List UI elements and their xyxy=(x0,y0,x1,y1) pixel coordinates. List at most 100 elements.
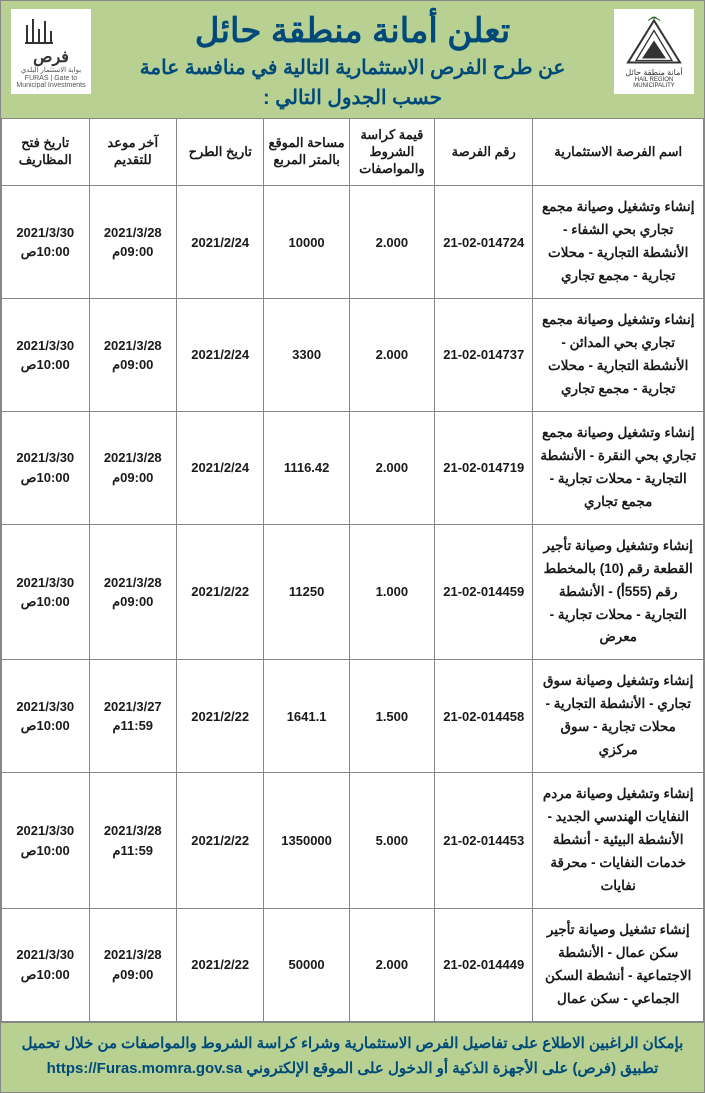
cell-price: 2.000 xyxy=(349,299,434,412)
cell-ddate-time: 11:59م xyxy=(94,841,172,861)
cell-ddate: 2021/3/2711:59م xyxy=(89,660,176,773)
cell-number: 21-02-014458 xyxy=(435,660,533,773)
cell-ddate-time: 09:00م xyxy=(94,592,172,612)
table-row: إنشاء تشغيل وصيانة تأجير سكن عمال - الأن… xyxy=(2,908,704,1021)
cell-pdate: 2021/2/24 xyxy=(176,186,263,299)
cell-area: 10000 xyxy=(264,186,349,299)
headline: تعلن أمانة منطقة حائل عن طرح الفرص الاست… xyxy=(101,9,604,112)
cell-area: 1641.1 xyxy=(264,660,349,773)
furas-logo-brand: فرص xyxy=(33,47,69,67)
cell-pdate: 2021/2/22 xyxy=(176,908,263,1021)
cell-ddate-time: 09:00م xyxy=(94,468,172,488)
table-row: إنشاء وتشغيل وصيانة تأجير القطعة رقم (10… xyxy=(2,524,704,660)
cell-odate: 2021/3/3010:00ص xyxy=(2,660,90,773)
cell-pdate: 2021/2/24 xyxy=(176,299,263,412)
cell-number: 21-02-014724 xyxy=(435,186,533,299)
headline-sub1: عن طرح الفرص الاستثمارية التالية في مناف… xyxy=(101,54,604,82)
cell-number: 21-02-014737 xyxy=(435,299,533,412)
cell-pdate: 2021/2/24 xyxy=(176,411,263,524)
hail-municipality-logo: أمانة منطقة حائل HAIL REGION MUNICIPALIT… xyxy=(614,9,694,94)
cell-area: 1350000 xyxy=(264,773,349,909)
cell-odate: 2021/3/3010:00ص xyxy=(2,411,90,524)
col-header-name: اسم الفرصة الاستثمارية xyxy=(533,118,704,186)
cell-ddate-date: 2021/3/28 xyxy=(94,821,172,841)
cell-area: 1116.42 xyxy=(264,411,349,524)
cell-odate: 2021/3/3010:00ص xyxy=(2,908,90,1021)
cell-number: 21-02-014459 xyxy=(435,524,533,660)
cell-ddate-date: 2021/3/28 xyxy=(94,945,172,965)
cell-odate: 2021/3/3010:00ص xyxy=(2,773,90,909)
col-header-odate: تاريخ فتح المظاريف xyxy=(2,118,90,186)
cell-pdate: 2021/2/22 xyxy=(176,660,263,773)
cell-ddate: 2021/3/2809:00م xyxy=(89,524,176,660)
cell-ddate-time: 11:59م xyxy=(94,716,172,736)
cell-odate: 2021/3/3010:00ص xyxy=(2,524,90,660)
cell-ddate-date: 2021/3/28 xyxy=(94,573,172,593)
cell-ddate: 2021/3/2811:59م xyxy=(89,773,176,909)
cell-odate-time: 10:00ص xyxy=(6,965,85,985)
headline-sub2: حسب الجدول التالي : xyxy=(101,84,604,112)
footer-line2: تطبيق (فرص) على الأجهزة الذكية أو الدخول… xyxy=(13,1056,692,1082)
cell-name: إنشاء وتشغيل وصيانة مردم النفايات الهندس… xyxy=(533,773,704,909)
cell-odate-date: 2021/3/30 xyxy=(6,697,85,717)
cell-price: 1.500 xyxy=(349,660,434,773)
opportunities-table: اسم الفرصة الاستثمارية رقم الفرصة قيمة ك… xyxy=(1,118,704,1022)
cell-price: 2.000 xyxy=(349,186,434,299)
col-header-ddate: آخر موعد للتقديم xyxy=(89,118,176,186)
cell-ddate: 2021/3/2809:00م xyxy=(89,908,176,1021)
col-header-number: رقم الفرصة xyxy=(435,118,533,186)
cell-pdate: 2021/2/22 xyxy=(176,524,263,660)
cell-odate-time: 10:00ص xyxy=(6,592,85,612)
cell-ddate-time: 09:00م xyxy=(94,965,172,985)
furas-logo-icon xyxy=(23,13,79,47)
furas-logo: فرص بوابة الاستثمار البلدي FURAS | Gate … xyxy=(11,9,91,94)
cell-ddate-time: 09:00م xyxy=(94,242,172,262)
table-header-row: اسم الفرصة الاستثمارية رقم الفرصة قيمة ك… xyxy=(2,118,704,186)
cell-name: إنشاء وتشغيل وصيانة مجمع تجاري بحي الشفا… xyxy=(533,186,704,299)
cell-price: 2.000 xyxy=(349,411,434,524)
footer-band: بإمكان الراغبين الاطلاع على تفاصيل الفرص… xyxy=(1,1022,704,1092)
table-body: إنشاء وتشغيل وصيانة مجمع تجاري بحي الشفا… xyxy=(2,186,704,1021)
cell-ddate-date: 2021/3/28 xyxy=(94,223,172,243)
cell-odate-date: 2021/3/30 xyxy=(6,821,85,841)
cell-ddate: 2021/3/2809:00م xyxy=(89,411,176,524)
cell-ddate-date: 2021/3/27 xyxy=(94,697,172,717)
cell-name: إنشاء وتشغيل وصيانة مجمع تجاري بحي النقر… xyxy=(533,411,704,524)
col-header-price: قيمة كراسة الشروط والمواصفات xyxy=(349,118,434,186)
cell-number: 21-02-014453 xyxy=(435,773,533,909)
cell-area: 11250 xyxy=(264,524,349,660)
cell-odate-time: 10:00ص xyxy=(6,468,85,488)
footer-url: https://Furas.momra.gov.sa xyxy=(47,1060,243,1077)
hail-logo-label-ar: أمانة منطقة حائل xyxy=(625,69,682,78)
header-band: أمانة منطقة حائل HAIL REGION MUNICIPALIT… xyxy=(1,1,704,118)
cell-price: 5.000 xyxy=(349,773,434,909)
cell-odate-date: 2021/3/30 xyxy=(6,448,85,468)
cell-area: 3300 xyxy=(264,299,349,412)
document-page: أمانة منطقة حائل HAIL REGION MUNICIPALIT… xyxy=(0,0,705,1093)
col-header-area: مساحة الموقع بالمتر المربع xyxy=(264,118,349,186)
cell-pdate: 2021/2/22 xyxy=(176,773,263,909)
cell-area: 50000 xyxy=(264,908,349,1021)
table-row: إنشاء وتشغيل وصيانة مردم النفايات الهندس… xyxy=(2,773,704,909)
cell-odate-time: 10:00ص xyxy=(6,242,85,262)
cell-ddate: 2021/3/2809:00م xyxy=(89,299,176,412)
furas-logo-sub1: بوابة الاستثمار البلدي xyxy=(21,67,81,75)
cell-name: إنشاء تشغيل وصيانة تأجير سكن عمال - الأن… xyxy=(533,908,704,1021)
footer-line2-text: تطبيق (فرص) على الأجهزة الذكية أو الدخول… xyxy=(242,1060,658,1077)
cell-ddate: 2021/3/2809:00م xyxy=(89,186,176,299)
cell-odate: 2021/3/3010:00ص xyxy=(2,299,90,412)
cell-name: إنشاء وتشغيل وصيانة سوق تجاري - الأنشطة … xyxy=(533,660,704,773)
table-row: إنشاء وتشغيل وصيانة مجمع تجاري بحي النقر… xyxy=(2,411,704,524)
hail-logo-label-en: HAIL REGION MUNICIPALITY xyxy=(618,77,690,89)
cell-odate-date: 2021/3/30 xyxy=(6,573,85,593)
cell-ddate-time: 09:00م xyxy=(94,355,172,375)
cell-ddate-date: 2021/3/28 xyxy=(94,448,172,468)
cell-odate-time: 10:00ص xyxy=(6,355,85,375)
cell-price: 1.000 xyxy=(349,524,434,660)
cell-name: إنشاء وتشغيل وصيانة مجمع تجاري بحي المدا… xyxy=(533,299,704,412)
cell-odate: 2021/3/3010:00ص xyxy=(2,186,90,299)
cell-odate-time: 10:00ص xyxy=(6,841,85,861)
headline-main: تعلن أمانة منطقة حائل xyxy=(101,11,604,52)
table-row: إنشاء وتشغيل وصيانة مجمع تجاري بحي الشفا… xyxy=(2,186,704,299)
footer-line1: بإمكان الراغبين الاطلاع على تفاصيل الفرص… xyxy=(13,1031,692,1057)
